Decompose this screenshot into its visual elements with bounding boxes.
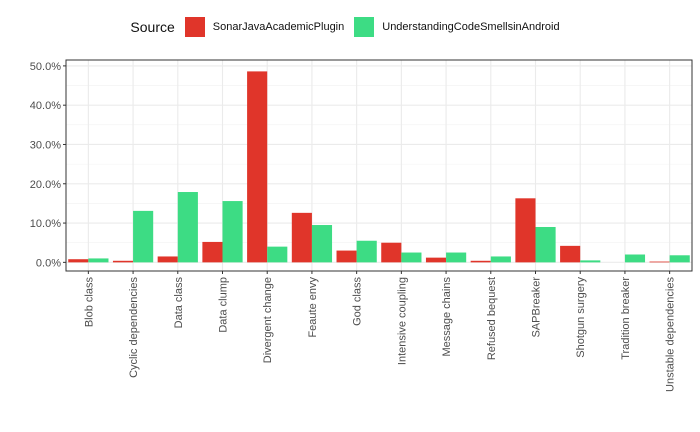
legend: Source SonarJavaAcademicPlugin Understan… xyxy=(0,14,700,40)
bar-sonar-7 xyxy=(381,242,402,263)
legend-item-sonar: SonarJavaAcademicPlugin xyxy=(184,17,345,37)
bar-android-6 xyxy=(356,240,377,263)
plot-panel xyxy=(66,60,692,271)
bar-android-3 xyxy=(222,201,243,263)
bar-android-0 xyxy=(88,258,109,263)
bar-android-8 xyxy=(446,252,467,263)
bar-android-9 xyxy=(490,256,511,263)
x-tick-label: Refused bequest xyxy=(486,277,498,360)
bar-sonar-1 xyxy=(112,260,134,263)
legend-label-android: UnderstandingCodeSmellsinAndroid xyxy=(382,21,560,33)
x-tick-label: Intensive coupling xyxy=(396,277,408,365)
x-tick-label: Cyclic dependencies xyxy=(128,277,140,378)
bar-android-11 xyxy=(580,260,601,263)
x-tick-label: Message chains xyxy=(441,277,453,357)
bar-sonar-6 xyxy=(336,250,357,263)
bar-android-1 xyxy=(133,210,154,263)
bar-android-13 xyxy=(669,255,690,263)
y-tick-label: 20.0% xyxy=(30,179,61,191)
x-tick-label: Feaute envy xyxy=(307,277,319,338)
bar-sonar-10 xyxy=(515,198,536,263)
x-tick-label: Data class xyxy=(173,277,185,329)
bar-sonar-3 xyxy=(202,241,223,263)
legend-swatch-sonar xyxy=(184,17,205,37)
bar-sonar-0 xyxy=(68,259,89,263)
y-tick-label: 50.0% xyxy=(30,61,61,73)
plot-border xyxy=(65,59,693,272)
y-tick-label: 0.0% xyxy=(36,257,61,269)
x-tick-label: Tradition breaker xyxy=(620,277,632,360)
bar-sonar-11 xyxy=(560,245,581,263)
y-tick-label: 10.0% xyxy=(30,218,61,230)
legend-title: Source xyxy=(130,19,175,35)
bar-sonar-8 xyxy=(425,257,447,263)
y-tick-label: 30.0% xyxy=(30,139,61,151)
bar-sonar-4 xyxy=(247,71,268,263)
x-tick-label: SAPBreaker xyxy=(531,277,543,338)
bar-android-5 xyxy=(311,225,333,263)
legend-label-sonar: SonarJavaAcademicPlugin xyxy=(212,21,345,33)
bar-android-4 xyxy=(267,246,288,263)
x-tick-label: Unstable dependencies xyxy=(665,277,677,392)
x-tick-label: God class xyxy=(352,277,364,326)
x-tick-label: Data clump xyxy=(218,277,230,333)
bar-android-10 xyxy=(535,226,556,263)
x-tick-label: Blob class xyxy=(83,277,95,328)
bar-sonar-2 xyxy=(157,256,178,263)
legend-swatch-android xyxy=(354,17,375,37)
bar-android-7 xyxy=(401,252,422,263)
y-tick-label: 40.0% xyxy=(30,100,61,112)
bar-sonar-13 xyxy=(649,261,670,263)
bar-sonar-5 xyxy=(291,212,312,263)
x-tick-label: Divergent change xyxy=(262,277,274,363)
bar-android-2 xyxy=(177,192,198,263)
x-tick-label: Shotgun surgery xyxy=(575,277,587,358)
bar-android-12 xyxy=(624,254,646,263)
bar-sonar-9 xyxy=(470,260,491,263)
legend-item-android: UnderstandingCodeSmellsinAndroid xyxy=(354,17,560,37)
